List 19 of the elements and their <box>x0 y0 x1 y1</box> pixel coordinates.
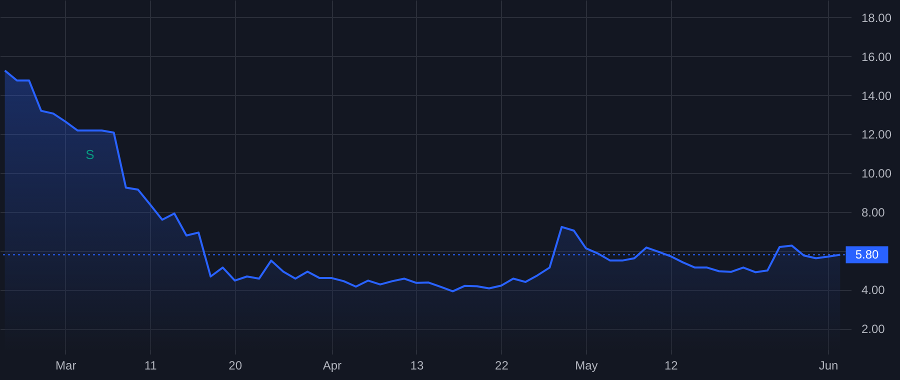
x-tick-label: Jun <box>818 358 838 372</box>
y-tick-label: 12.00 <box>862 128 892 142</box>
x-tick-label: 12 <box>664 358 678 372</box>
annotation: S <box>86 147 95 162</box>
x-tick-label: Apr <box>322 358 342 372</box>
ref-line-label: 5.80 <box>855 248 879 262</box>
y-tick-label: 18.00 <box>862 11 892 25</box>
y-tick-label: 16.00 <box>862 50 892 64</box>
y-tick-label: 8.00 <box>862 205 886 220</box>
y-tick-label: 4.00 <box>862 283 886 298</box>
y-tick-label: 2.00 <box>862 322 886 336</box>
x-tick-label: 20 <box>228 358 242 372</box>
x-tick-label: May <box>575 358 598 372</box>
y-tick-label: 14.00 <box>862 88 892 103</box>
y-tick-label: 10.00 <box>862 166 892 181</box>
x-tick-label: 11 <box>144 358 158 372</box>
x-tick-label: Mar <box>56 358 76 372</box>
x-tick-label: 13 <box>410 358 424 372</box>
x-tick-label: 22 <box>495 358 509 372</box>
